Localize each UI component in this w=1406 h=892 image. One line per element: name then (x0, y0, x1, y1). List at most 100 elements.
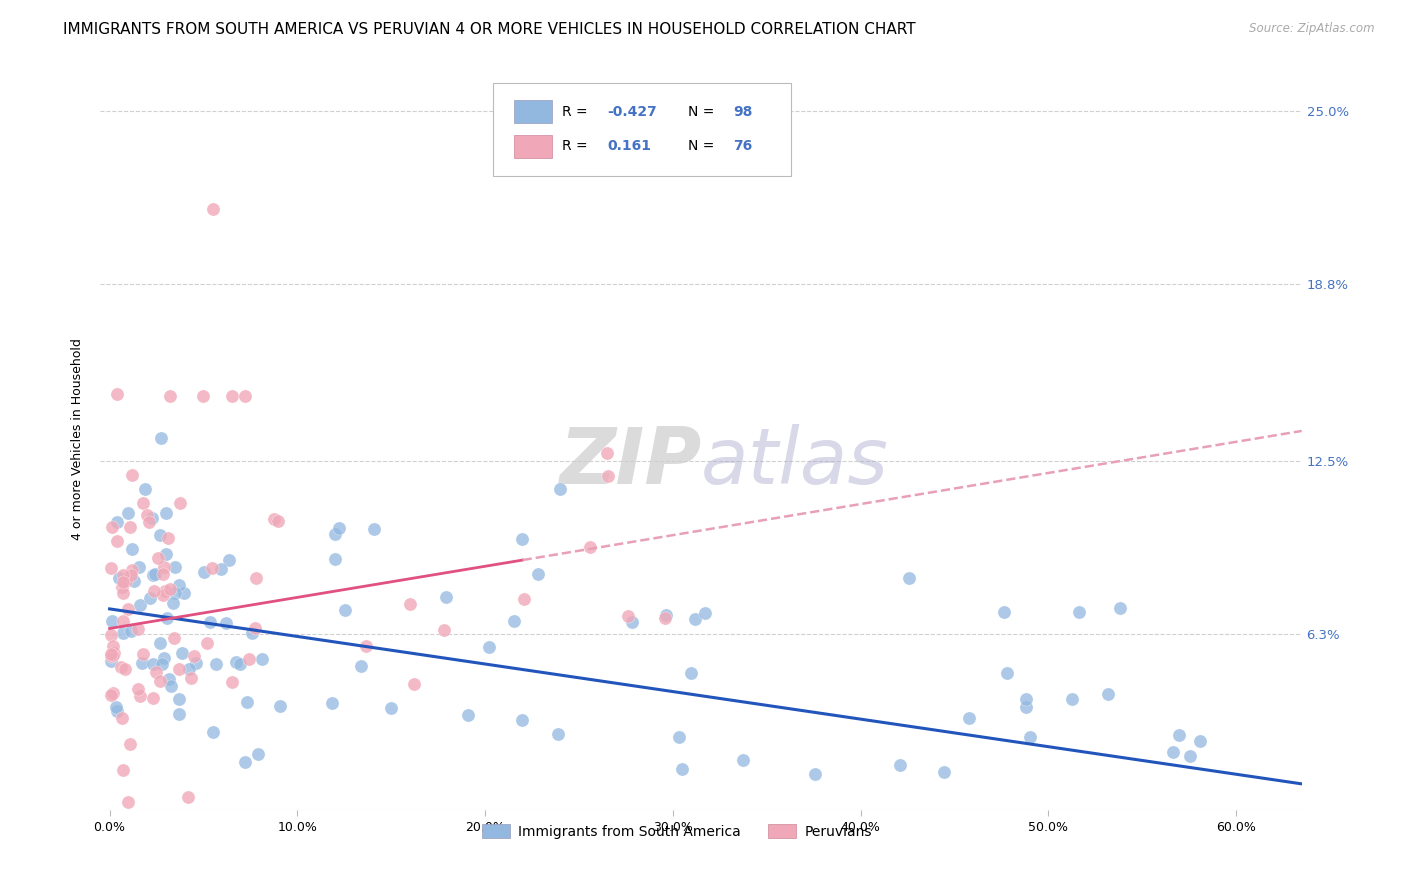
Point (548, 482, 571, 496)
Point (195, 636, 218, 650)
Text: R =: R = (561, 139, 592, 153)
Y-axis label: 4 or more Vehicles in Household: 4 or more Vehicles in Household (72, 339, 84, 541)
Text: atlas: atlas (702, 424, 889, 500)
Point (101, 615, 124, 629)
Point (159, 582, 181, 596)
Point (159, 389, 181, 403)
Point (167, 662, 190, 676)
Point (959, 711, 981, 725)
Point (201, 202, 224, 216)
Point (142, 567, 165, 582)
Point (547, 727, 569, 741)
Point (132, 647, 155, 661)
Text: 76: 76 (734, 139, 752, 153)
Point (655, 607, 678, 622)
Point (235, 755, 257, 769)
Point (350, 659, 373, 673)
Point (127, 681, 149, 696)
Point (118, 738, 141, 752)
Text: N =: N = (688, 104, 718, 119)
Point (1069, 605, 1091, 619)
Point (100, 648, 122, 663)
Point (169, 692, 191, 706)
Text: Source: ZipAtlas.com: Source: ZipAtlas.com (1250, 22, 1375, 36)
Point (201, 561, 224, 575)
Point (129, 690, 152, 704)
Point (121, 563, 143, 577)
Point (143, 566, 166, 581)
Point (173, 586, 195, 600)
Point (1097, 687, 1119, 701)
Point (128, 559, 150, 574)
Point (122, 574, 145, 588)
Point (103, 646, 125, 660)
Point (245, 571, 267, 585)
Point (1062, 692, 1084, 706)
Point (152, 567, 174, 582)
Text: IMMIGRANTS FROM SOUTH AMERICA VS PERUVIAN 4 OR MORE VEHICLES IN HOUSEHOLD CORREL: IMMIGRANTS FROM SOUTH AMERICA VS PERUVIA… (63, 22, 915, 37)
Point (134, 482, 156, 496)
Point (103, 639, 125, 653)
Point (434, 590, 457, 604)
Point (478, 640, 501, 654)
Point (932, 764, 955, 779)
Point (139, 591, 162, 606)
Point (205, 657, 228, 672)
Point (579, 540, 602, 554)
Point (142, 657, 165, 671)
Point (229, 657, 252, 672)
Point (502, 614, 524, 628)
Point (132, 495, 155, 509)
Point (149, 673, 172, 688)
Point (433, 623, 456, 637)
Point (112, 568, 135, 582)
Point (101, 686, 124, 700)
Point (252, 652, 274, 666)
Point (683, 611, 706, 625)
Point (243, 621, 266, 635)
Point (138, 515, 160, 529)
Point (1188, 734, 1211, 748)
Point (183, 649, 205, 664)
Point (1178, 749, 1201, 764)
Point (105, 387, 128, 401)
Point (221, 674, 243, 689)
Point (121, 467, 143, 482)
Point (163, 559, 186, 574)
Point (117, 795, 139, 809)
Point (179, 662, 201, 676)
Point (617, 609, 640, 624)
Point (157, 672, 180, 686)
Point (193, 389, 215, 403)
Point (152, 651, 174, 665)
Point (1015, 692, 1038, 706)
Point (101, 520, 124, 534)
Point (117, 602, 139, 616)
Point (510, 713, 533, 727)
Point (184, 656, 207, 670)
Point (1015, 700, 1038, 714)
Point (111, 711, 134, 725)
Point (598, 469, 620, 483)
Point (269, 699, 291, 714)
Point (221, 389, 243, 403)
Point (177, 790, 200, 805)
Point (169, 496, 191, 510)
Point (163, 632, 186, 646)
Point (111, 626, 134, 640)
Point (150, 431, 173, 445)
Point (105, 704, 128, 718)
Point (111, 764, 134, 778)
Point (214, 615, 236, 630)
Point (668, 730, 690, 744)
Point (150, 657, 173, 671)
Point (120, 624, 142, 638)
Point (142, 584, 165, 599)
Point (513, 591, 536, 606)
Point (323, 552, 346, 566)
Point (167, 707, 190, 722)
Point (153, 559, 176, 574)
Point (110, 659, 132, 673)
Point (671, 762, 693, 776)
Text: R =: R = (561, 104, 592, 119)
